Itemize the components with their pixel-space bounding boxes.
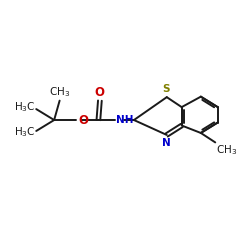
Text: CH$_3$: CH$_3$ [49,85,70,99]
Text: H$_3$C: H$_3$C [14,101,35,114]
Text: H$_3$C: H$_3$C [14,126,35,139]
Text: O: O [94,86,104,99]
Text: NH: NH [116,115,134,125]
Text: S: S [162,84,170,94]
Text: N: N [162,138,170,148]
Text: CH$_3$: CH$_3$ [216,144,238,157]
Text: O: O [78,114,88,126]
